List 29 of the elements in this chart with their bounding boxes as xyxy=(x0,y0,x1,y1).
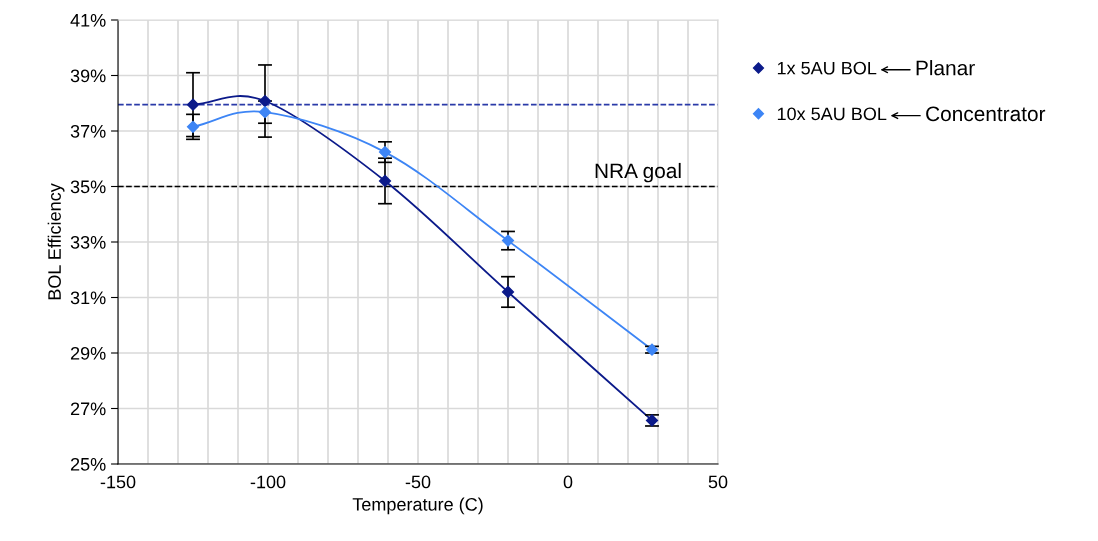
y-tick-label: 27% xyxy=(70,402,106,416)
y-axis-title: BOL Efficiency xyxy=(47,183,65,300)
point xyxy=(186,98,200,111)
legend-label: 10x 5AU BOL xyxy=(777,107,887,121)
x-axis-title: Temperature (C) xyxy=(352,497,483,515)
x-tick-label: -50 xyxy=(405,475,431,489)
text: Concentrator xyxy=(926,106,1046,122)
ref-line-label: NRA goal xyxy=(595,162,681,183)
x-tick-label: -150 xyxy=(100,475,136,489)
y-tick-label: 25% xyxy=(70,457,106,471)
text: Planar xyxy=(916,60,975,76)
y-tick-label: 39% xyxy=(70,69,106,83)
x-tick-label: 0 xyxy=(563,475,573,489)
point xyxy=(186,120,200,133)
point xyxy=(258,106,272,119)
y-tick-label: 33% xyxy=(70,235,106,249)
point xyxy=(378,145,392,159)
point xyxy=(501,234,515,247)
point xyxy=(501,285,515,299)
legend-label: 1x 5AU BOL xyxy=(777,61,877,75)
x-tick-label: -100 xyxy=(250,475,286,489)
y-tick-label: 35% xyxy=(70,180,106,194)
y-tick-label: 29% xyxy=(70,346,106,360)
y-tick-label: 31% xyxy=(70,291,106,305)
x-tick-label: 50 xyxy=(708,475,728,489)
point xyxy=(378,174,392,188)
y-tick-label: 41% xyxy=(70,14,106,27)
y-tick-label: 37% xyxy=(70,124,106,138)
point xyxy=(258,94,272,108)
